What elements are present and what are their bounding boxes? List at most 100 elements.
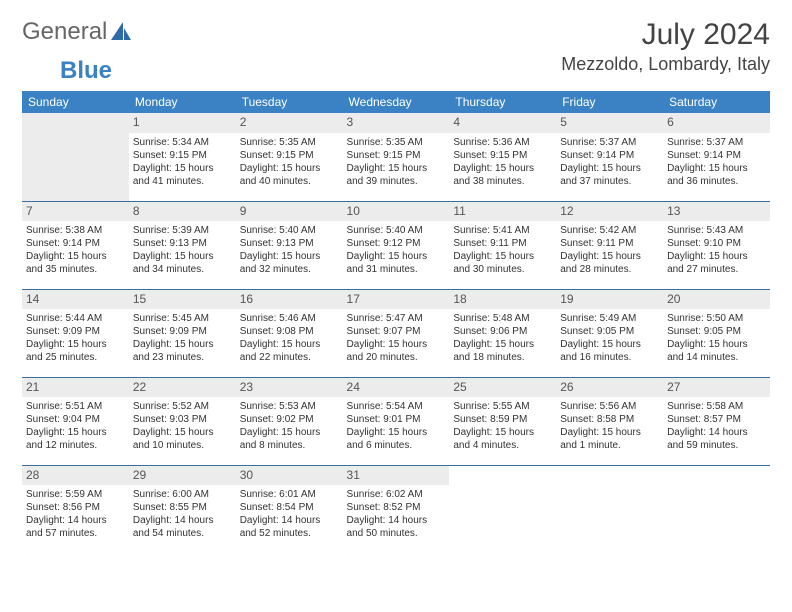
calendar-row: 1Sunrise: 5:34 AMSunset: 9:15 PMDaylight…	[22, 113, 770, 201]
day-number: 29	[129, 466, 236, 486]
cell-line: and 40 minutes.	[240, 175, 339, 188]
cell-line: and 39 minutes.	[347, 175, 446, 188]
calendar-cell: 25Sunrise: 5:55 AMSunset: 8:59 PMDayligh…	[449, 377, 556, 465]
cell-line: Sunset: 9:14 PM	[560, 149, 659, 162]
day-number: 30	[236, 466, 343, 486]
cell-line: and 59 minutes.	[667, 439, 766, 452]
cell-line: Sunrise: 5:53 AM	[240, 400, 339, 413]
cell-line: Sunset: 8:59 PM	[453, 413, 552, 426]
calendar-cell: 18Sunrise: 5:48 AMSunset: 9:06 PMDayligh…	[449, 289, 556, 377]
cell-line: Sunrise: 5:52 AM	[133, 400, 232, 413]
cell-line: Sunset: 9:05 PM	[560, 325, 659, 338]
day-number: 21	[22, 378, 129, 398]
cell-line: Sunrise: 6:02 AM	[347, 488, 446, 501]
cell-line: and 16 minutes.	[560, 351, 659, 364]
calendar-cell: 1Sunrise: 5:34 AMSunset: 9:15 PMDaylight…	[129, 113, 236, 201]
cell-line: Daylight: 15 hours	[347, 250, 446, 263]
calendar-row: 14Sunrise: 5:44 AMSunset: 9:09 PMDayligh…	[22, 289, 770, 377]
day-number: 31	[343, 466, 450, 486]
cell-line: Sunrise: 5:54 AM	[347, 400, 446, 413]
calendar-cell: 26Sunrise: 5:56 AMSunset: 8:58 PMDayligh…	[556, 377, 663, 465]
cell-line: and 57 minutes.	[26, 527, 125, 540]
cell-line: Daylight: 15 hours	[133, 162, 232, 175]
month-year: July 2024	[561, 18, 770, 52]
calendar-row: 7Sunrise: 5:38 AMSunset: 9:14 PMDaylight…	[22, 201, 770, 289]
cell-line: Sunrise: 6:01 AM	[240, 488, 339, 501]
cell-line: Sunset: 9:01 PM	[347, 413, 446, 426]
cell-line: Daylight: 15 hours	[453, 426, 552, 439]
day-number: 26	[556, 378, 663, 398]
calendar-cell: 21Sunrise: 5:51 AMSunset: 9:04 PMDayligh…	[22, 377, 129, 465]
calendar-table: SundayMondayTuesdayWednesdayThursdayFrid…	[22, 91, 770, 553]
cell-line: Sunset: 9:13 PM	[240, 237, 339, 250]
calendar-cell: 3Sunrise: 5:35 AMSunset: 9:15 PMDaylight…	[343, 113, 450, 201]
cell-line: Sunset: 9:15 PM	[347, 149, 446, 162]
day-number: 10	[343, 202, 450, 222]
calendar-cell: 14Sunrise: 5:44 AMSunset: 9:09 PMDayligh…	[22, 289, 129, 377]
day-number: 4	[449, 113, 556, 133]
day-number: 13	[663, 202, 770, 222]
calendar-cell: 4Sunrise: 5:36 AMSunset: 9:15 PMDaylight…	[449, 113, 556, 201]
cell-line: Sunrise: 6:00 AM	[133, 488, 232, 501]
calendar-cell: 29Sunrise: 6:00 AMSunset: 8:55 PMDayligh…	[129, 465, 236, 553]
cell-line: and 4 minutes.	[453, 439, 552, 452]
cell-line: and 35 minutes.	[26, 263, 125, 276]
calendar-cell	[556, 465, 663, 553]
cell-line: and 23 minutes.	[133, 351, 232, 364]
cell-line: Sunset: 9:15 PM	[240, 149, 339, 162]
cell-line: Sunset: 9:08 PM	[240, 325, 339, 338]
calendar-cell: 24Sunrise: 5:54 AMSunset: 9:01 PMDayligh…	[343, 377, 450, 465]
day-number: 14	[22, 290, 129, 310]
cell-line: Daylight: 14 hours	[347, 514, 446, 527]
cell-line: Sunrise: 5:40 AM	[240, 224, 339, 237]
cell-line: Daylight: 15 hours	[347, 426, 446, 439]
cell-line: and 25 minutes.	[26, 351, 125, 364]
cell-line: and 50 minutes.	[347, 527, 446, 540]
cell-line: Sunrise: 5:44 AM	[26, 312, 125, 325]
cell-line: Daylight: 15 hours	[560, 338, 659, 351]
cell-line: and 37 minutes.	[560, 175, 659, 188]
cell-line: Sunset: 9:02 PM	[240, 413, 339, 426]
cell-line: and 18 minutes.	[453, 351, 552, 364]
cell-line: Sunset: 9:09 PM	[26, 325, 125, 338]
cell-line: Sunset: 9:09 PM	[133, 325, 232, 338]
calendar-cell: 12Sunrise: 5:42 AMSunset: 9:11 PMDayligh…	[556, 201, 663, 289]
cell-line: Sunrise: 5:37 AM	[560, 136, 659, 149]
cell-line: Sunset: 8:58 PM	[560, 413, 659, 426]
cell-line: Sunset: 9:14 PM	[26, 237, 125, 250]
day-number: 22	[129, 378, 236, 398]
calendar-body: 1Sunrise: 5:34 AMSunset: 9:15 PMDaylight…	[22, 113, 770, 553]
cell-line: Sunrise: 5:58 AM	[667, 400, 766, 413]
cell-line: and 10 minutes.	[133, 439, 232, 452]
calendar-cell: 19Sunrise: 5:49 AMSunset: 9:05 PMDayligh…	[556, 289, 663, 377]
calendar-row: 28Sunrise: 5:59 AMSunset: 8:56 PMDayligh…	[22, 465, 770, 553]
day-number: 17	[343, 290, 450, 310]
logo-text-2: Blue	[60, 57, 112, 84]
cell-line: Sunset: 9:15 PM	[133, 149, 232, 162]
day-number: 18	[449, 290, 556, 310]
calendar-cell: 11Sunrise: 5:41 AMSunset: 9:11 PMDayligh…	[449, 201, 556, 289]
day-number: 23	[236, 378, 343, 398]
cell-line: Daylight: 15 hours	[26, 426, 125, 439]
cell-line: Sunset: 9:07 PM	[347, 325, 446, 338]
calendar-cell: 9Sunrise: 5:40 AMSunset: 9:13 PMDaylight…	[236, 201, 343, 289]
cell-line: Daylight: 15 hours	[453, 162, 552, 175]
cell-line: Sunrise: 5:48 AM	[453, 312, 552, 325]
cell-line: Daylight: 15 hours	[26, 250, 125, 263]
cell-line: Sunrise: 5:38 AM	[26, 224, 125, 237]
cell-line: Sunset: 8:56 PM	[26, 501, 125, 514]
cell-line: Daylight: 15 hours	[240, 426, 339, 439]
cell-line: Daylight: 15 hours	[347, 162, 446, 175]
logo: General	[22, 18, 135, 46]
cell-line: Daylight: 15 hours	[453, 338, 552, 351]
calendar-cell: 28Sunrise: 5:59 AMSunset: 8:56 PMDayligh…	[22, 465, 129, 553]
cell-line: Sunrise: 5:55 AM	[453, 400, 552, 413]
cell-line: Sunrise: 5:40 AM	[347, 224, 446, 237]
day-number: 12	[556, 202, 663, 222]
cell-line: and 36 minutes.	[667, 175, 766, 188]
cell-line: Sunrise: 5:35 AM	[240, 136, 339, 149]
cell-line: and 30 minutes.	[453, 263, 552, 276]
logo-sail-icon	[111, 22, 133, 42]
cell-line: Daylight: 15 hours	[560, 250, 659, 263]
calendar-row: 21Sunrise: 5:51 AMSunset: 9:04 PMDayligh…	[22, 377, 770, 465]
